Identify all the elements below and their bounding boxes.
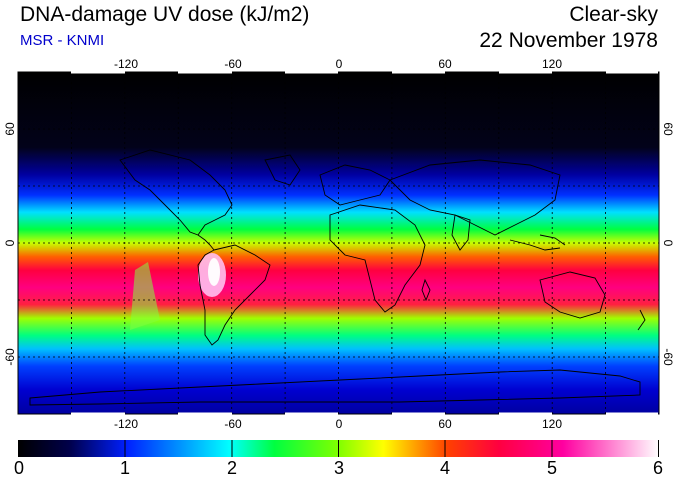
lat-tick-right: -60: [661, 348, 675, 366]
lon-tick-top: 120: [542, 57, 562, 71]
colorbar-label: 2: [226, 458, 238, 478]
map-frame: [17, 71, 660, 415]
colorbar-label: 1: [119, 458, 131, 478]
colorbar-label: 4: [439, 458, 451, 478]
colorbar-label: 6: [652, 458, 664, 478]
pacific-tongue: [130, 262, 160, 330]
lon-tick-bottom: 60: [438, 417, 452, 431]
lon-tick-top: 0: [336, 57, 343, 71]
colorbar-label: 3: [333, 458, 345, 478]
andes-peak: [208, 258, 220, 286]
coastlines: [29, 149, 646, 406]
colorbar-label: 0: [13, 458, 25, 478]
lon-tick-bottom: -120: [114, 417, 138, 431]
lat-tick-left: 60: [3, 122, 17, 136]
lon-tick-bottom: 120: [542, 417, 562, 431]
frame-tick-bars: [71, 71, 658, 415]
lon-tick-top: -120: [114, 57, 138, 71]
lon-tick-bottom: 0: [336, 417, 343, 431]
lon-tick-top: 60: [438, 57, 452, 71]
graticule: [18, 72, 659, 414]
colorbar-label: 5: [546, 458, 558, 478]
lat-tick-left: -60: [3, 348, 17, 366]
source-label: MSR - KNMI: [20, 32, 105, 49]
lat-tick-right: 0: [661, 240, 675, 247]
lat-tick-left: 0: [3, 239, 17, 246]
sky-condition-label: Clear-sky: [569, 3, 658, 26]
lon-tick-bottom: -60: [224, 417, 242, 431]
date-label: 22 November 1978: [479, 29, 658, 52]
colorbar-ticks: [18, 440, 659, 457]
map-title: DNA-damage UV dose (kJ/m2): [20, 3, 310, 26]
lat-tick-right: 60: [661, 122, 675, 136]
lon-tick-top: -60: [224, 57, 242, 71]
